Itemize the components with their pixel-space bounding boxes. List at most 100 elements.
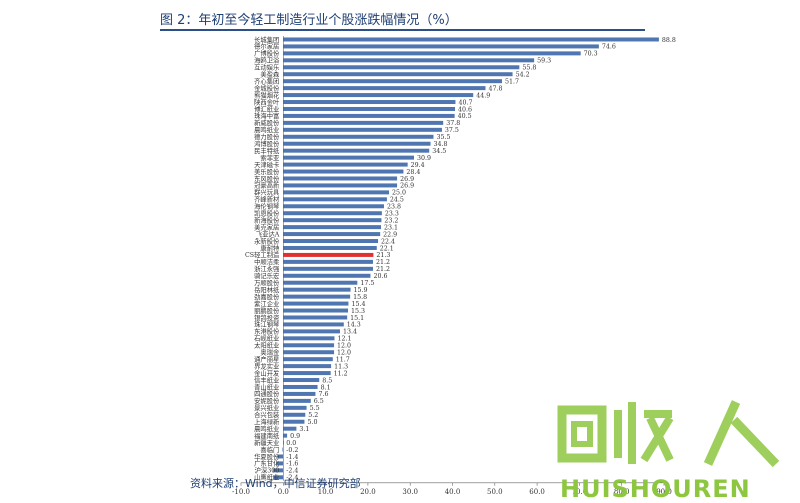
category-label: 飞亚达A <box>256 229 280 238</box>
bar <box>283 225 382 230</box>
data-label: 28.4 <box>406 169 420 176</box>
category-label: 索菲亚 <box>260 153 280 162</box>
category-label: 冠豪高新 <box>254 181 280 190</box>
bar <box>283 169 404 174</box>
bar <box>283 398 311 403</box>
data-label: -2.4 <box>286 475 298 482</box>
bar <box>283 93 474 98</box>
data-label: 21.2 <box>376 259 390 266</box>
data-label: 37.5 <box>445 127 459 134</box>
data-label: 23.1 <box>384 224 398 231</box>
data-label: 24.5 <box>390 197 404 204</box>
bar <box>283 329 340 334</box>
category-label: 互动娱乐 <box>254 63 280 72</box>
data-label: 34.8 <box>434 141 448 148</box>
bar <box>283 336 335 341</box>
bar <box>283 65 520 70</box>
category-label: 紫江企业 <box>254 299 279 308</box>
category-label: 界龙实业 <box>254 361 279 370</box>
category-label: 海鸥卫浴 <box>254 56 280 65</box>
data-label: 0.9 <box>290 433 300 440</box>
category-label: 岳阳林纸 <box>254 285 280 294</box>
category-label: 美克家居 <box>254 222 279 231</box>
bar <box>283 211 382 216</box>
bar <box>283 183 398 188</box>
data-label: 21.2 <box>376 266 390 273</box>
category-label: 德力股份 <box>254 132 280 141</box>
data-label: -1.4 <box>286 454 298 461</box>
category-label: 鸿博股份 <box>254 139 280 148</box>
data-label: -2.4 <box>286 468 298 475</box>
bar <box>283 426 297 431</box>
x-tick-label: 20.0 <box>360 488 376 496</box>
x-tick-label: 90.0 <box>656 488 672 496</box>
data-label: 21.3 <box>376 252 390 259</box>
bar <box>283 315 348 320</box>
bar <box>283 273 371 278</box>
data-label: 5.5 <box>310 405 320 412</box>
category-label: 永新股份 <box>254 236 280 245</box>
data-label: 3.1 <box>299 426 309 433</box>
category-label: 山鹰纸业 <box>254 473 279 482</box>
data-label: 23.3 <box>385 211 399 218</box>
data-label: 26.9 <box>400 183 414 190</box>
data-label: 12.1 <box>337 336 351 343</box>
category-label: 广东甘化 <box>254 459 280 468</box>
bar <box>277 454 284 459</box>
bar <box>283 350 335 355</box>
category-label: 美乐股份 <box>254 167 280 176</box>
data-label: -0.2 <box>286 447 298 454</box>
bar <box>283 294 351 299</box>
bar <box>283 259 373 264</box>
category-label: 喜临门 <box>260 445 279 454</box>
data-label: 40.6 <box>458 106 472 113</box>
data-label: 11.7 <box>336 356 350 363</box>
data-label: 20.6 <box>373 273 387 280</box>
category-label: 奥瑞金 <box>260 348 280 357</box>
data-label: 23.8 <box>387 204 401 211</box>
category-label: 珠江钢琴 <box>254 320 280 329</box>
data-label: 22.1 <box>380 245 394 252</box>
category-label: 中顺洁柔 <box>254 257 280 266</box>
data-label: 14.3 <box>347 322 361 329</box>
watermark-ren-icon <box>703 400 780 468</box>
category-label: 新疆天业 <box>254 438 279 447</box>
bar <box>283 391 316 396</box>
category-label: 沪深300 <box>255 466 280 475</box>
category-label: 新威股份 <box>254 118 280 127</box>
category-label: 陕西金叶 <box>254 97 280 106</box>
category-label: 通产丽星 <box>254 354 279 363</box>
category-label: 天津磁卡 <box>254 160 279 169</box>
bar <box>283 106 456 111</box>
bar <box>283 308 349 313</box>
data-label: 74.6 <box>602 44 616 51</box>
data-label: 12.0 <box>337 343 351 350</box>
category-label: 珠海中富 <box>254 111 279 120</box>
bar <box>283 322 344 327</box>
data-label: 22.4 <box>381 238 395 245</box>
data-label: 6.5 <box>314 398 324 405</box>
bar <box>283 86 486 91</box>
data-label: 30.9 <box>417 155 431 162</box>
category-label: 凯恩股份 <box>254 209 280 218</box>
x-tick-label: 30.0 <box>402 488 418 496</box>
data-label: 15.1 <box>350 315 364 322</box>
data-label: 7.6 <box>318 391 328 398</box>
category-label: 东港股份 <box>254 327 280 336</box>
category-label: 丽鹏股份 <box>254 306 280 315</box>
category-label: 上海绿新 <box>254 417 280 426</box>
bar <box>273 475 284 480</box>
bar <box>283 176 398 181</box>
bar <box>283 155 415 160</box>
data-label: 59.3 <box>537 58 551 65</box>
category-label: 四通股份 <box>254 389 280 398</box>
data-label: 40.5 <box>458 113 472 120</box>
bar <box>283 197 387 202</box>
bar <box>276 461 284 466</box>
category-label: 福建南纸 <box>254 431 280 440</box>
data-label: 13.4 <box>343 329 357 336</box>
data-label: 15.8 <box>353 294 367 301</box>
x-tick-label: 60.0 <box>529 488 545 496</box>
category-label: 合兴包装 <box>254 410 280 419</box>
